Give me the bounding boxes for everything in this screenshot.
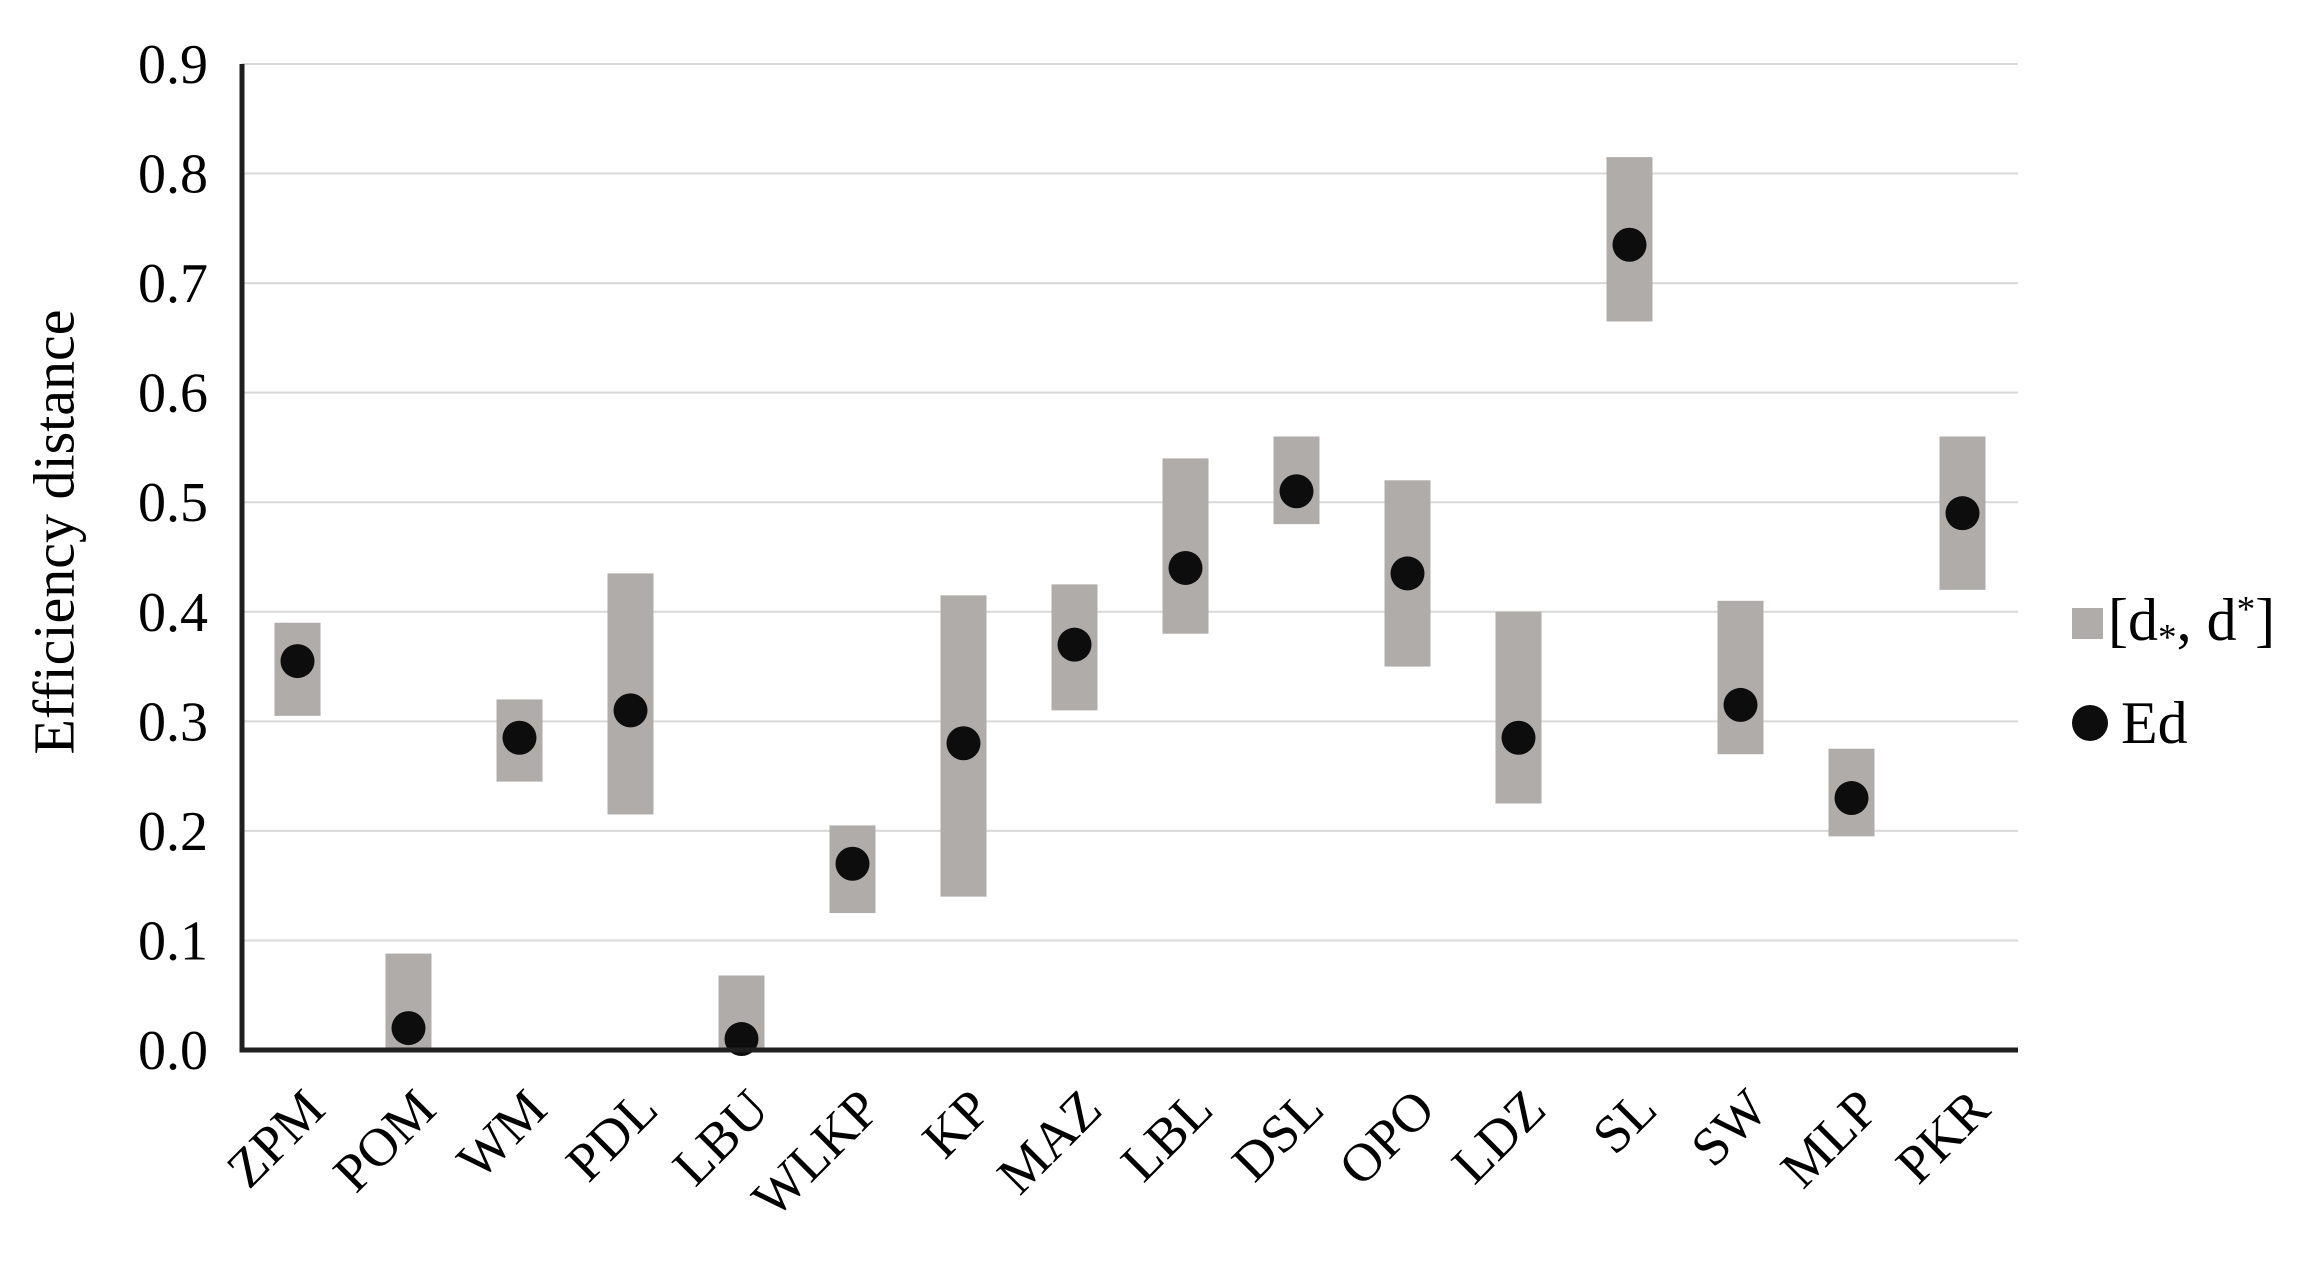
range-bar (1162, 458, 1209, 634)
chart-legend: [d*, d*] Ed (2072, 588, 2275, 758)
y-tick-label: 0.7 (138, 253, 208, 315)
ed-dot (946, 726, 981, 761)
y-axis-title: Efficiency distance (21, 309, 87, 755)
legend-range-sub: * (2157, 617, 2177, 659)
ed-dot (1168, 550, 1203, 585)
ed-dot (280, 644, 315, 679)
ed-dot (1501, 720, 1536, 755)
range-bar (1717, 600, 1764, 755)
y-tick-label: 0.1 (138, 910, 208, 972)
ed-dot (1279, 474, 1314, 509)
x-tick-label: WM (446, 1078, 558, 1190)
y-tick-label: 0.2 (138, 801, 208, 863)
y-tick-label: 0.3 (138, 691, 208, 753)
ed-dot (502, 720, 537, 755)
x-tick-label: OPO (1327, 1078, 1446, 1197)
ed-dot (613, 693, 648, 728)
ed-dot (1723, 687, 1758, 722)
y-tick-label: 0.5 (138, 472, 208, 534)
ed-dot (1834, 781, 1869, 816)
y-tick-label: 0.4 (138, 582, 208, 644)
x-tick-label: WLKP (740, 1078, 891, 1229)
ed-dot (1612, 227, 1647, 262)
x-tick-label: ZPM (215, 1078, 336, 1199)
y-tick-label: 0.9 (138, 34, 208, 96)
x-tick-label: LBL (1109, 1078, 1224, 1193)
legend-item-range: [d*, d*] (2072, 588, 2275, 658)
ed-dot (1057, 627, 1092, 662)
x-tick-label: DSL (1220, 1078, 1335, 1193)
legend-range-sup: * (2236, 589, 2256, 631)
x-tick-label: LDZ (1440, 1078, 1557, 1195)
legend-range-close: ] (2255, 586, 2276, 653)
range-bar (1495, 611, 1542, 804)
ed-dot (1945, 496, 1980, 531)
ed-dot-swatch-icon (2072, 705, 2108, 741)
ed-dot (1390, 556, 1425, 591)
range-swatch-icon (2072, 607, 2103, 639)
x-tick-label: PKR (1884, 1078, 2001, 1195)
x-tick-label: MLP (1769, 1078, 1890, 1199)
x-tick-label: PDL (554, 1078, 669, 1193)
x-tick-label: SW (1679, 1078, 1779, 1178)
x-tick-label: KP (911, 1078, 1002, 1169)
x-tick-label: POM (322, 1078, 447, 1203)
legend-label-ed: Ed (2121, 693, 2188, 753)
legend-label-range: [d*, d*] (2108, 590, 2275, 657)
y-tick-label: 0.8 (138, 144, 208, 206)
x-tick-label: SL (1581, 1078, 1668, 1165)
y-tick-label: 0.6 (138, 363, 208, 425)
legend-range-open: [d (2108, 586, 2158, 653)
legend-ed-text: Ed (2121, 690, 2188, 756)
ed-dot (835, 846, 870, 881)
y-tick-label: 0.0 (138, 1020, 208, 1082)
legend-range-mid: , d (2176, 586, 2237, 653)
ed-dot (391, 1011, 426, 1046)
x-tick-label: MAZ (986, 1078, 1113, 1205)
legend-item-ed: Ed (2072, 688, 2275, 758)
